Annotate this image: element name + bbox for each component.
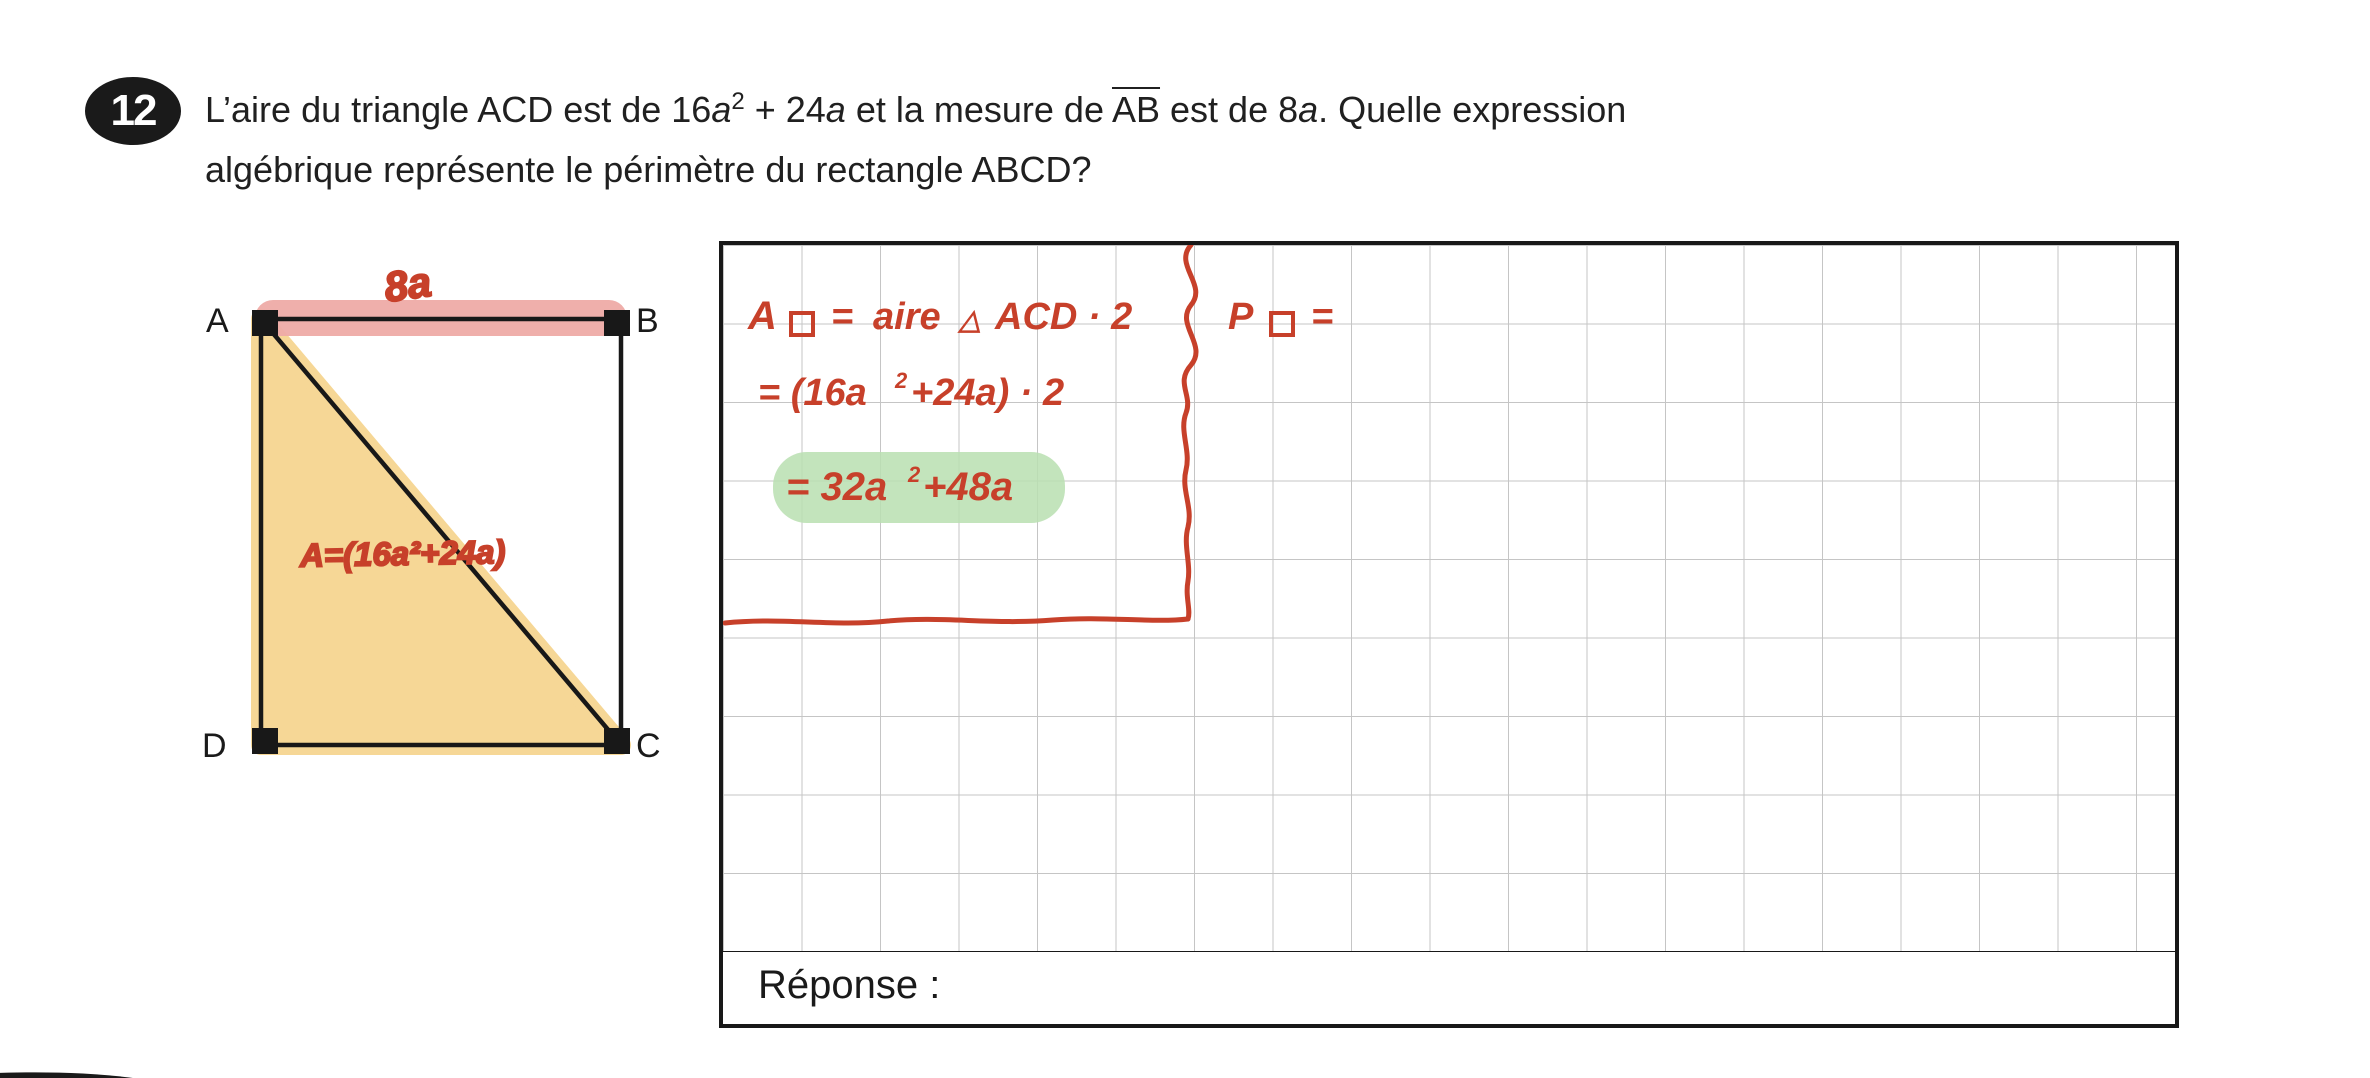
svg-text:2: 2 xyxy=(894,368,908,393)
svg-text:2: 2 xyxy=(907,462,921,487)
svg-text:D: D xyxy=(202,727,227,765)
svg-text:P: P xyxy=(1228,296,1254,338)
svg-text:+48a: +48a xyxy=(923,465,1013,509)
svg-text:+24a) · 2: +24a) · 2 xyxy=(911,372,1064,414)
svg-text:=: = xyxy=(831,296,853,338)
svg-text:= (16a: = (16a xyxy=(758,372,867,414)
svg-text:A: A xyxy=(747,294,777,338)
svg-text:aire: aire xyxy=(873,296,941,338)
svg-text:8a: 8a xyxy=(381,258,434,311)
svg-text:= 32a: = 32a xyxy=(786,465,887,509)
svg-text:B: B xyxy=(636,302,659,340)
svg-text:=: = xyxy=(1311,296,1333,338)
svg-text:A=(16a²+24a): A=(16a²+24a) xyxy=(299,533,506,574)
svg-text:ACD · 2: ACD · 2 xyxy=(994,296,1132,338)
svg-text:C: C xyxy=(636,727,661,765)
svg-text:A: A xyxy=(206,302,229,340)
svg-text:△: △ xyxy=(957,304,981,335)
